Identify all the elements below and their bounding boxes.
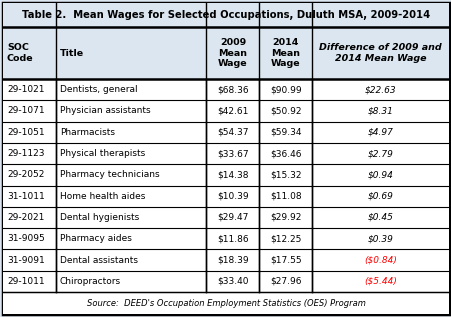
Bar xyxy=(3,249,448,271)
Bar xyxy=(3,271,448,292)
Text: 29-1123: 29-1123 xyxy=(7,149,44,158)
Text: $29.92: $29.92 xyxy=(270,213,301,222)
Text: $0.45: $0.45 xyxy=(367,213,393,222)
Bar xyxy=(3,143,448,164)
Text: $18.39: $18.39 xyxy=(216,256,248,265)
Text: ($0.84): ($0.84) xyxy=(364,256,396,265)
Bar xyxy=(3,164,448,185)
Text: $36.46: $36.46 xyxy=(270,149,301,158)
Text: $50.92: $50.92 xyxy=(270,107,301,115)
Text: Title: Title xyxy=(60,49,84,57)
Text: $42.61: $42.61 xyxy=(217,107,248,115)
Text: SOC
Code: SOC Code xyxy=(7,43,33,63)
Text: $90.99: $90.99 xyxy=(270,85,301,94)
Text: $17.55: $17.55 xyxy=(270,256,301,265)
Text: 29-1021: 29-1021 xyxy=(7,85,44,94)
Bar xyxy=(3,207,448,228)
Text: $33.40: $33.40 xyxy=(217,277,248,286)
Text: Difference of 2009 and
2014 Mean Wage: Difference of 2009 and 2014 Mean Wage xyxy=(319,43,441,63)
Text: Dentists, general: Dentists, general xyxy=(60,85,137,94)
Text: Pharmacists: Pharmacists xyxy=(60,128,115,137)
Text: Physician assistants: Physician assistants xyxy=(60,107,150,115)
Text: $4.97: $4.97 xyxy=(367,128,393,137)
Text: Pharmacy aides: Pharmacy aides xyxy=(60,234,132,243)
Text: 2009
Mean
Wage: 2009 Mean Wage xyxy=(218,38,247,68)
Bar xyxy=(3,122,448,143)
Text: $11.86: $11.86 xyxy=(216,234,248,243)
Bar xyxy=(3,100,448,122)
Text: Dental assistants: Dental assistants xyxy=(60,256,138,265)
Text: $59.34: $59.34 xyxy=(270,128,301,137)
Text: $8.31: $8.31 xyxy=(367,107,393,115)
Text: $0.69: $0.69 xyxy=(367,192,393,201)
Text: Table 2.  Mean Wages for Selected Occupations, Duluth MSA, 2009-2014: Table 2. Mean Wages for Selected Occupat… xyxy=(22,10,429,20)
Text: $10.39: $10.39 xyxy=(216,192,248,201)
Text: $29.47: $29.47 xyxy=(217,213,248,222)
Bar xyxy=(3,228,448,249)
Text: $12.25: $12.25 xyxy=(270,234,301,243)
Bar xyxy=(3,79,448,100)
Text: Pharmacy technicians: Pharmacy technicians xyxy=(60,170,159,179)
Text: 29-2052: 29-2052 xyxy=(7,170,44,179)
Text: 29-1071: 29-1071 xyxy=(7,107,45,115)
Text: $15.32: $15.32 xyxy=(270,170,301,179)
Text: $54.37: $54.37 xyxy=(217,128,248,137)
Text: 29-2021: 29-2021 xyxy=(7,213,44,222)
Text: Source:  DEED's Occupation Employment Statistics (OES) Program: Source: DEED's Occupation Employment Sta… xyxy=(87,299,364,307)
Bar xyxy=(3,292,448,314)
Text: $68.36: $68.36 xyxy=(216,85,248,94)
Text: $0.39: $0.39 xyxy=(367,234,393,243)
Text: 31-9095: 31-9095 xyxy=(7,234,45,243)
Text: $2.79: $2.79 xyxy=(367,149,393,158)
Text: Chiropractors: Chiropractors xyxy=(60,277,121,286)
Text: $33.67: $33.67 xyxy=(216,149,248,158)
Text: $11.08: $11.08 xyxy=(270,192,301,201)
Text: Physical therapists: Physical therapists xyxy=(60,149,145,158)
Text: 31-1011: 31-1011 xyxy=(7,192,45,201)
Bar xyxy=(3,185,448,207)
Text: Home health aides: Home health aides xyxy=(60,192,145,201)
Text: $14.38: $14.38 xyxy=(217,170,248,179)
Text: Dental hygienists: Dental hygienists xyxy=(60,213,139,222)
Bar xyxy=(3,3,448,27)
Text: 2014
Mean
Wage: 2014 Mean Wage xyxy=(271,38,300,68)
Text: 29-1051: 29-1051 xyxy=(7,128,45,137)
Text: 29-1011: 29-1011 xyxy=(7,277,45,286)
Text: 31-9091: 31-9091 xyxy=(7,256,45,265)
Text: $0.94: $0.94 xyxy=(367,170,393,179)
Text: ($5.44): ($5.44) xyxy=(364,277,396,286)
Text: $27.96: $27.96 xyxy=(270,277,301,286)
Bar xyxy=(3,27,448,79)
Text: $22.63: $22.63 xyxy=(364,85,396,94)
